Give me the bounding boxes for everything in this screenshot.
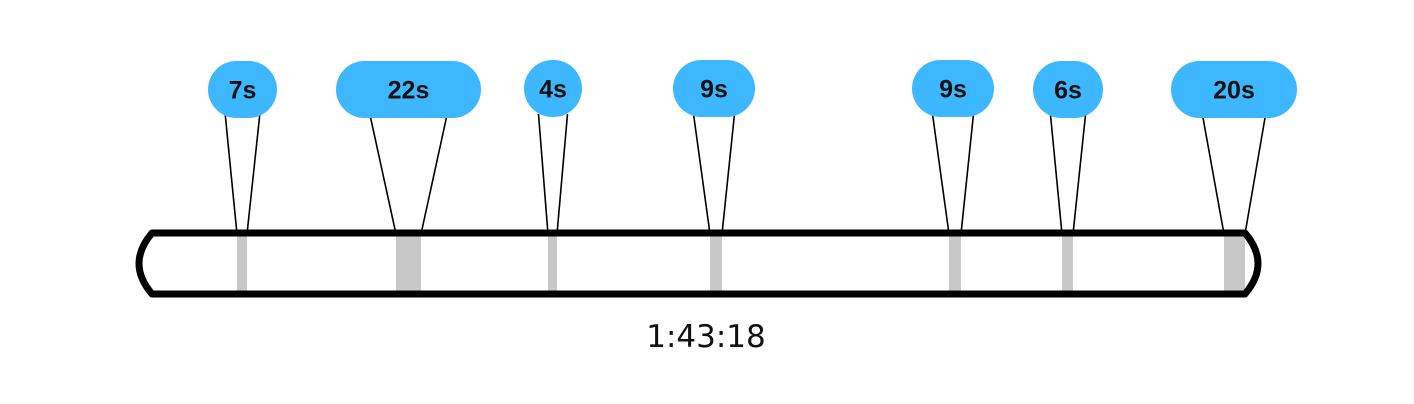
duration-label: 4s xyxy=(539,76,567,104)
segment-marker xyxy=(949,236,961,291)
duration-label: 9s xyxy=(700,76,728,104)
callout-line-right xyxy=(246,114,261,235)
duration-label: 9s xyxy=(939,76,967,104)
timeline-bar-left-cap xyxy=(135,229,156,298)
duration-bubble xyxy=(1171,61,1297,118)
callout-line-left xyxy=(369,114,397,235)
callout-line-right xyxy=(1244,114,1267,235)
duration-label: 20s xyxy=(1213,77,1255,105)
timeline-bar-right-cap xyxy=(1241,229,1262,298)
duration-bubble xyxy=(673,60,755,117)
segment-marker xyxy=(396,236,421,291)
segment-marker xyxy=(237,236,247,291)
callout-line-left xyxy=(1049,114,1063,235)
callout-line-right xyxy=(420,114,448,235)
callout-line-left xyxy=(931,113,950,235)
duration-label: 6s xyxy=(1054,77,1082,105)
total-duration-label: 1:43:18 xyxy=(646,319,766,355)
callout-line-left xyxy=(1201,114,1225,235)
callout-lines xyxy=(224,113,1267,235)
callout-line-left xyxy=(692,113,711,235)
duration-bubble xyxy=(208,61,277,118)
segment-marker xyxy=(710,236,722,291)
segment-marker xyxy=(1062,236,1073,291)
timeline-bar xyxy=(135,229,1262,298)
duration-bubble xyxy=(912,60,994,117)
duration-label: 7s xyxy=(229,77,257,105)
duration-bubble xyxy=(1033,61,1103,118)
callout-line-right xyxy=(960,113,975,235)
callout-line-right xyxy=(556,113,569,235)
duration-bubble xyxy=(336,61,481,118)
callout-line-right xyxy=(721,113,736,235)
duration-bubble xyxy=(524,60,582,117)
segment-marker xyxy=(548,236,557,291)
callout-line-left xyxy=(224,114,238,235)
segment-marker xyxy=(1224,236,1245,291)
segment-markers xyxy=(237,236,1245,291)
callout-line-right xyxy=(1072,114,1087,235)
duration-bubbles: 7s 22s 4s 9s 9s 6s 20s xyxy=(208,60,1297,118)
duration-label: 22s xyxy=(388,77,430,105)
callout-line-left xyxy=(537,113,549,235)
